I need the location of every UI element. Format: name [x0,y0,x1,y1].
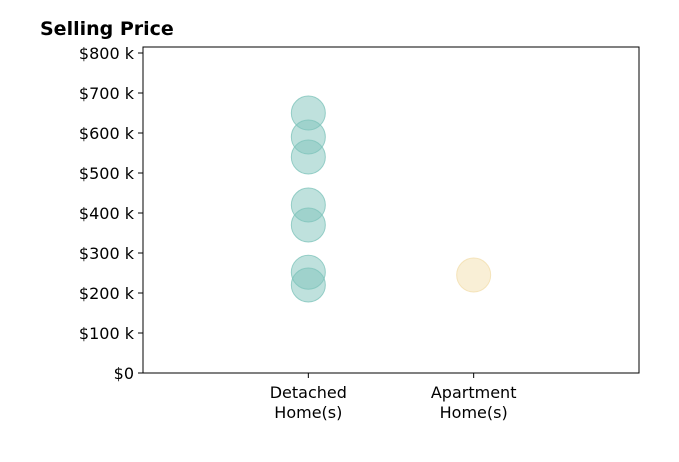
x-tick-label: Detached [270,383,347,402]
scatter-point [290,139,326,175]
scatter-point [456,257,492,293]
y-tick-label: $200 k [79,284,135,303]
scatter-point [290,207,326,243]
y-tick-label: $0 [114,364,134,383]
y-tick-label: $800 k [79,44,135,63]
y-tick-label: $600 k [79,124,135,143]
y-tick-label: $300 k [79,244,135,263]
y-tick-label: $500 k [79,164,135,183]
y-tick-label: $400 k [79,204,135,223]
plot-frame [142,46,640,374]
y-tick-label: $700 k [79,84,135,103]
markers [290,95,492,303]
y-axis: $0 $100 k $200 k $300 k $400 k $500 k $600 k $7… [79,44,143,383]
x-tick-label: Home(s) [274,403,342,422]
chart-title: Selling Price [40,18,174,40]
scatter-point [290,267,326,303]
x-tick-label: Home(s) [440,403,508,422]
y-tick-label: $100 k [79,324,135,343]
x-tick-label: Apartment [431,383,517,402]
